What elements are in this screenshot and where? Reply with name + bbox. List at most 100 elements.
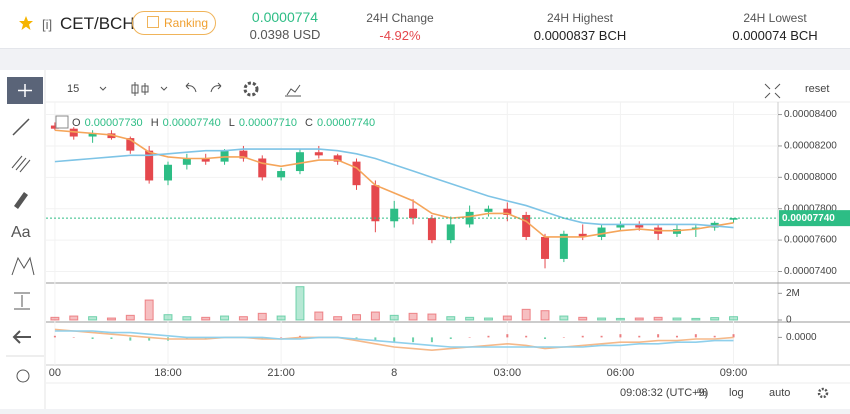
volume-bar (540, 310, 550, 321)
stat-label: 24H Highest (546, 11, 614, 25)
candle-body (427, 218, 436, 241)
volume-bar (276, 315, 286, 321)
macd-bar (430, 337, 433, 343)
candle-body (541, 236, 550, 259)
candle-body (371, 185, 380, 222)
volume-bar (672, 317, 682, 321)
macd-bar (581, 335, 584, 338)
volume-bar (163, 314, 173, 321)
ranking-label: Ranking (164, 16, 209, 30)
macd-bar (110, 337, 113, 339)
log-option[interactable]: log (729, 387, 744, 399)
volume-bar (427, 313, 437, 321)
last-price-box (779, 210, 850, 227)
favorite-star[interactable] (18, 15, 34, 31)
plot: 00 18:00 21:00 8 03:00 06:00 09:00 0.00008400 0.… (46, 102, 850, 379)
redo[interactable] (210, 82, 222, 93)
candle-body (409, 208, 418, 219)
volume-bar (88, 316, 98, 321)
x-tick-label: 18:00 (154, 367, 182, 379)
macd-bar (412, 337, 415, 343)
pattern-tool[interactable] (11, 256, 35, 276)
macd-bar (638, 335, 641, 338)
macd-bar (72, 337, 75, 338)
settings[interactable] (243, 81, 259, 97)
macd-bar (280, 337, 283, 338)
y-tick-label: 0.00007600 (784, 235, 837, 246)
x-tick-label: 06:00 (607, 367, 635, 379)
volume-bar (257, 312, 267, 321)
macd-line (54, 328, 734, 352)
candle-body (50, 125, 59, 129)
legend-toggle[interactable] (55, 115, 69, 129)
chart-style[interactable] (131, 82, 149, 96)
x-tick-label: 03:00 (494, 367, 522, 379)
percent-option[interactable]: % (697, 387, 707, 399)
candle-body (258, 158, 267, 178)
text-tool[interactable]: Aa (11, 224, 31, 241)
stat-value: -4.92% (379, 28, 421, 43)
x-tick-label: 21:00 (267, 367, 295, 379)
fib-tool[interactable] (11, 155, 31, 173)
candle-body (635, 224, 644, 228)
candle-body (503, 208, 512, 215)
volume-bar (333, 316, 343, 321)
candle-body (446, 224, 455, 241)
interval-dropdown[interactable] (99, 86, 107, 91)
candle-body (333, 155, 342, 162)
candle-body (729, 218, 738, 220)
candle-body (522, 214, 531, 237)
y-tick-label: 0.00007800 (784, 203, 837, 214)
moving-average (54, 148, 734, 229)
macd-bar (148, 337, 151, 341)
measure-tool[interactable] (14, 292, 30, 310)
indicators[interactable] (285, 84, 301, 97)
interval[interactable]: 15 (67, 83, 79, 95)
volume-bar (615, 317, 625, 321)
volume-bar (559, 315, 569, 321)
y-tick-label: 0.00008000 (784, 172, 837, 183)
y-tick-label: 2M (786, 288, 800, 299)
legend-value: 0.00007740 (163, 117, 221, 129)
y-tick-label: 0.0000 (786, 332, 817, 343)
candle-body (277, 171, 286, 178)
macd-bar (694, 334, 697, 338)
volume-bar (729, 316, 739, 321)
back-tool[interactable] (12, 330, 31, 344)
volume-bar (370, 311, 380, 321)
macd-bar (393, 337, 396, 343)
undo[interactable] (185, 82, 197, 93)
candle-body (239, 150, 248, 159)
reset[interactable]: reset (805, 83, 829, 95)
x-tick-label: 00 (49, 367, 61, 379)
chart-container: Aa 15 reset 00 18:00 21:00 8 03:00 06:00 09:00… (0, 70, 850, 409)
fullscreen[interactable] (764, 83, 781, 99)
macd-bar (487, 335, 490, 338)
clock: 09:08:32 (UTC+9) (620, 387, 708, 399)
style-dropdown[interactable] (160, 86, 168, 91)
y-tick-label: 0.00008400 (784, 109, 837, 120)
candle-body (201, 158, 210, 162)
macd-line (54, 330, 734, 348)
axis-settings[interactable] (817, 387, 829, 399)
volume-bar (144, 299, 154, 321)
legend-value: 0.00007710 (239, 117, 297, 129)
volume-bar (446, 316, 456, 321)
trendline-tool[interactable] (12, 118, 30, 136)
volume-bar (653, 316, 663, 321)
auto-option[interactable]: auto (769, 387, 790, 399)
macd-bar (675, 335, 678, 338)
macd-bar (657, 334, 660, 338)
symbol-prefix: [i] (42, 17, 53, 32)
volume-bar (220, 315, 230, 321)
candle-body (616, 224, 625, 228)
zoom-tool[interactable] (16, 369, 30, 383)
brush-tool[interactable] (14, 192, 28, 209)
macd-bar (129, 337, 132, 341)
ranking-button[interactable]: Ranking (132, 11, 216, 35)
y-tick-label: 0.00008200 (784, 141, 837, 152)
volume-bar (634, 317, 644, 321)
stat-value: 0.000074 BCH (732, 28, 818, 43)
candle-body (484, 208, 493, 212)
